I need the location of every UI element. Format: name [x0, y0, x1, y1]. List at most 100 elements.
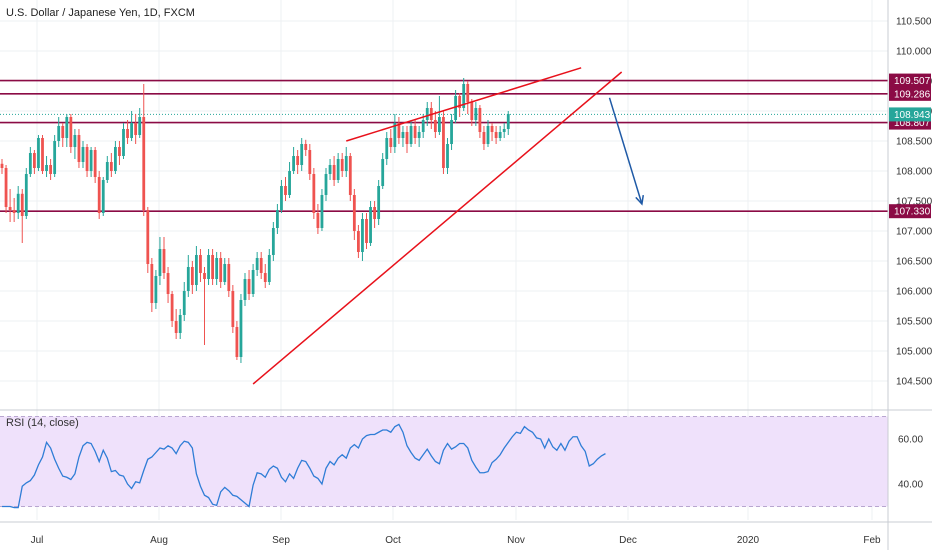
candle: [470, 99, 474, 126]
candle: [73, 129, 77, 159]
candle-body: [158, 249, 162, 276]
candle: [381, 153, 385, 189]
candle-body: [328, 165, 332, 174]
candle: [109, 153, 113, 177]
candle-body: [255, 258, 259, 270]
price-tick-label: 106.500: [896, 257, 932, 268]
candle: [506, 111, 510, 135]
candle: [462, 78, 466, 111]
time-tick-label: Aug: [150, 535, 168, 546]
candle: [211, 249, 214, 285]
candle: [150, 258, 154, 312]
candle: [33, 150, 36, 174]
candle: [308, 144, 312, 180]
down-arrow-shaft: [608, 97, 643, 205]
candle: [93, 147, 97, 183]
candle-body: [174, 321, 178, 333]
candle: [300, 138, 304, 171]
candle-body: [470, 102, 474, 120]
candle-body: [316, 213, 320, 228]
candle-body: [288, 171, 291, 195]
time-tick-label: Dec: [619, 535, 637, 546]
candle-body: [251, 270, 255, 294]
level-tag-bg: [889, 73, 931, 88]
time-tick-label: Nov: [507, 535, 525, 546]
candle: [340, 153, 344, 177]
chart-title: U.S. Dollar / Japanese Yen, 1D, FXCM: [6, 7, 195, 19]
candle: [385, 132, 389, 165]
price-tick-label: 107.500: [896, 197, 932, 208]
candle: [142, 84, 146, 216]
candle-body: [182, 291, 186, 315]
candle: [365, 213, 368, 249]
candle-body: [89, 150, 93, 171]
candle: [373, 201, 376, 228]
candle-body: [478, 108, 482, 132]
candle: [304, 139, 308, 156]
candle: [166, 267, 170, 303]
candle: [186, 255, 190, 297]
price-tick-label: 105.000: [896, 347, 932, 358]
candle-body: [227, 264, 231, 291]
candle: [4, 165, 8, 213]
time-tick-label: Oct: [385, 535, 401, 546]
candle-body: [16, 193, 20, 213]
candle: [158, 237, 162, 285]
candle: [126, 120, 129, 144]
candle-body: [389, 138, 393, 147]
candle: [474, 102, 478, 126]
candle: [81, 141, 85, 168]
candle: [85, 144, 89, 177]
rsi-band: [0, 416, 888, 507]
candle-body: [276, 210, 279, 228]
candle: [138, 108, 142, 138]
candle: [41, 135, 44, 174]
candle: [267, 249, 271, 285]
candle-body: [186, 267, 190, 291]
candle: [199, 249, 202, 282]
candle: [292, 147, 295, 174]
candle-body: [69, 117, 73, 147]
candle-body: [195, 255, 198, 285]
candle-body: [243, 279, 247, 300]
candle-body: [45, 165, 48, 171]
candle-body: [28, 153, 32, 174]
candle-body: [93, 150, 97, 177]
candle: [271, 222, 275, 261]
candle-body: [20, 193, 24, 216]
level-tag-label: 107.330: [894, 207, 931, 218]
candle-body: [203, 273, 206, 279]
candle: [134, 114, 138, 144]
candle: [215, 252, 219, 285]
candle-body: [118, 147, 121, 156]
upper-trend-line: [346, 67, 582, 142]
price-tick-label: 110.500: [896, 17, 932, 28]
candle-body: [130, 123, 133, 138]
candle-body: [114, 147, 117, 171]
candle-body: [462, 84, 466, 108]
candle: [105, 156, 109, 183]
price-tick-label: 106.000: [896, 287, 932, 298]
candle-body: [458, 96, 462, 108]
candle-body: [377, 186, 381, 219]
candle: [466, 81, 470, 114]
time-tick-label: Sep: [272, 535, 290, 546]
candle-body: [490, 126, 494, 132]
time-tick-label: Jul: [31, 535, 44, 546]
candle-body: [162, 249, 166, 273]
level-tag: 109.507: [889, 73, 931, 88]
candle: [417, 126, 421, 147]
candle: [122, 123, 125, 159]
candle-body: [296, 156, 300, 165]
candle-body: [336, 159, 340, 180]
candle-body: [494, 132, 498, 138]
price-tick-label: 110.000: [896, 47, 932, 58]
candle: [178, 309, 182, 339]
candle: [482, 126, 486, 150]
candle: [146, 207, 150, 273]
candle-body: [482, 132, 486, 144]
candle-body: [73, 135, 77, 147]
candle-body: [267, 255, 271, 282]
level-tag: 107.330: [889, 204, 931, 219]
